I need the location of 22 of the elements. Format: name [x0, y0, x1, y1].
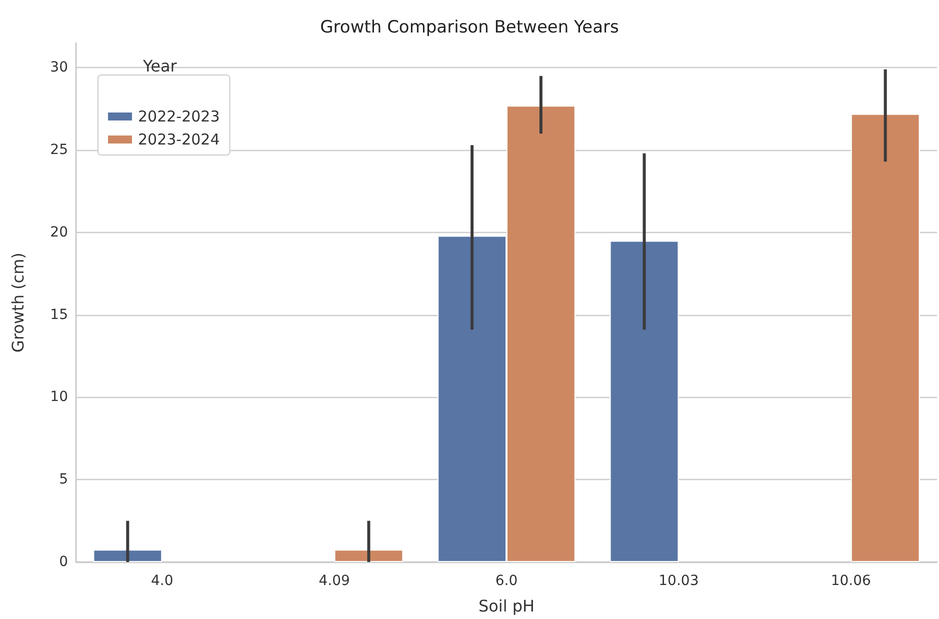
legend-label: 2022-2023	[138, 108, 220, 126]
bar	[850, 114, 920, 562]
x-tick-label: 10.03	[658, 573, 699, 589]
chart-title: Growth Comparison Between Years	[320, 18, 620, 38]
bar	[334, 550, 404, 562]
x-tick-label: 10.06	[830, 573, 872, 589]
y-tick-label: 10	[50, 389, 68, 406]
y-tick-label: 25	[50, 142, 68, 158]
y-tick-label: 15	[50, 306, 68, 323]
x-tick-label: 6.0	[495, 573, 518, 589]
legend-title: Year	[142, 56, 178, 76]
y-axis-title: Growth (cm)	[8, 252, 28, 352]
y-tick-label: 30	[50, 60, 68, 76]
y-tick-label: 0	[59, 554, 68, 570]
y-tick-label: 5	[59, 472, 68, 488]
bar	[610, 240, 679, 562]
x-tick-label: 4.09	[318, 573, 350, 589]
bar	[93, 550, 162, 562]
x-axis-title: Soil pH	[478, 596, 535, 616]
x-tick-label: 4.0	[150, 573, 174, 589]
legend-label: 2023-2024	[138, 130, 220, 148]
y-tick-label: 20	[50, 224, 68, 240]
